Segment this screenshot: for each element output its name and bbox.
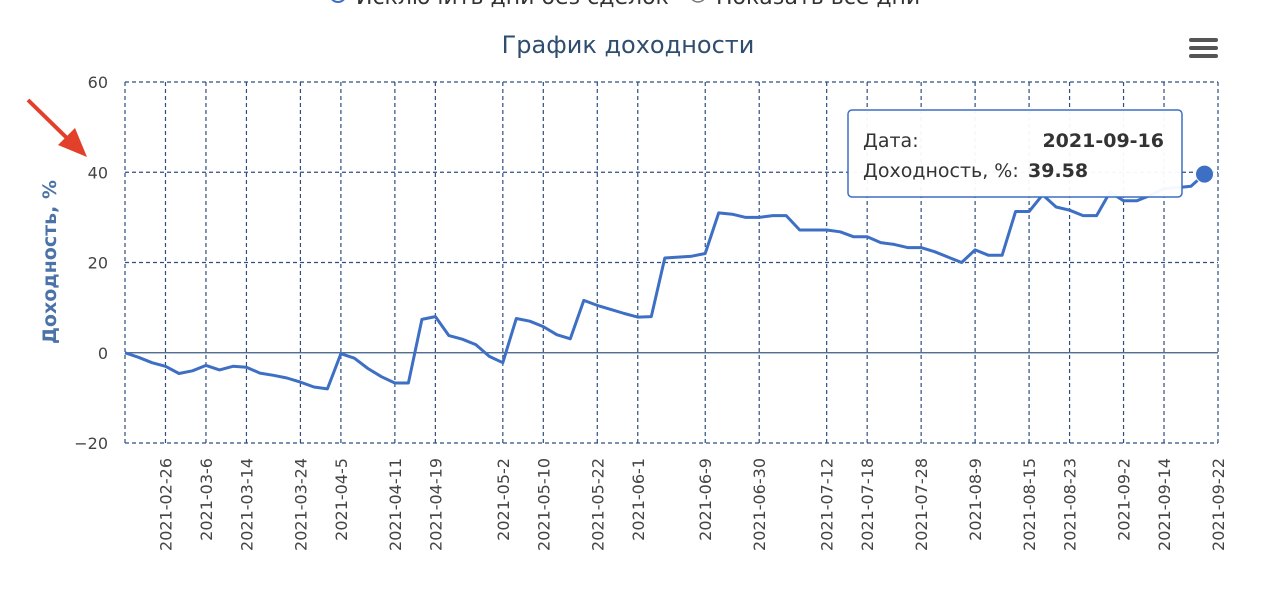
- tooltip-date-label: Дата:: [863, 130, 919, 152]
- x-tick-label: 2021-05-22: [588, 458, 607, 551]
- x-tick-label: 2021-08-15: [1020, 458, 1039, 551]
- x-tick-label: 2021-04-5: [332, 458, 351, 541]
- x-tick-label: 2021-02-26: [156, 458, 175, 551]
- radio[interactable]: [690, 0, 706, 3]
- arrow-head: [58, 128, 87, 157]
- x-tick-label: 2021-03-24: [291, 458, 310, 551]
- x-tick-label: 2021-05-10: [534, 458, 553, 551]
- x-tick-label: 2021-09-2: [1115, 458, 1134, 541]
- y-tick-label: −20: [74, 434, 108, 453]
- chart-title: График доходности: [502, 31, 755, 59]
- x-tick-label: 2021-06-1: [629, 458, 648, 541]
- x-tick-label: 2021-04-11: [386, 458, 405, 551]
- y-tick-label: 0: [98, 344, 108, 363]
- x-tick-label: 2021-08-23: [1061, 458, 1080, 551]
- x-tick-label: 2021-03-6: [197, 458, 216, 541]
- arrow-shaft: [26, 98, 74, 145]
- radio[interactable]: [330, 0, 346, 3]
- radio-controls: Исключить дни без сделок Показать все дн…: [330, 0, 920, 10]
- tooltip-date: 2021-09-16: [1042, 130, 1164, 152]
- x-tick-label: 2021-09-14: [1155, 458, 1174, 551]
- menu-button[interactable]: [1189, 38, 1218, 58]
- y-tick-label: 60: [88, 73, 108, 92]
- y-axis-title: Доходность, %: [39, 180, 61, 344]
- x-tick-label: 2021-03-14: [237, 458, 256, 551]
- x-tick-label: 2021-06-30: [750, 458, 769, 551]
- menu-bar: [1189, 54, 1218, 58]
- tooltip-value-label: Доходность, %:: [863, 160, 1019, 182]
- x-tick-label: 2021-06-9: [696, 458, 715, 541]
- menu-bar: [1189, 46, 1218, 50]
- x-tick-label: 2021-04-19: [426, 458, 445, 551]
- radio-label[interactable]: Показать все дни: [716, 0, 920, 10]
- x-tick-label: 2021-07-28: [912, 458, 931, 551]
- tooltip: Дата: 2021-09-16 Доходность, %: 39.58: [847, 109, 1183, 198]
- x-tick-label: 2021-07-18: [858, 458, 877, 551]
- radio-label[interactable]: Исключить дни без сделок: [356, 0, 669, 10]
- x-tick-label: 2021-05-2: [494, 458, 513, 541]
- menu-bar: [1189, 38, 1218, 42]
- x-tick-label: 2021-07-12: [818, 458, 837, 551]
- x-tick-label: 2021-09-22: [1209, 458, 1228, 551]
- x-tick-label: 2021-08-9: [966, 458, 985, 541]
- tooltip-box: [847, 109, 1183, 198]
- y-tick-label: 20: [88, 254, 108, 273]
- data-line: [124, 172, 1206, 391]
- tooltip-value: 39.58: [1028, 160, 1088, 182]
- y-tick-label: 40: [88, 163, 108, 182]
- annotation-arrow: [26, 98, 87, 157]
- hover-point: [1195, 164, 1215, 184]
